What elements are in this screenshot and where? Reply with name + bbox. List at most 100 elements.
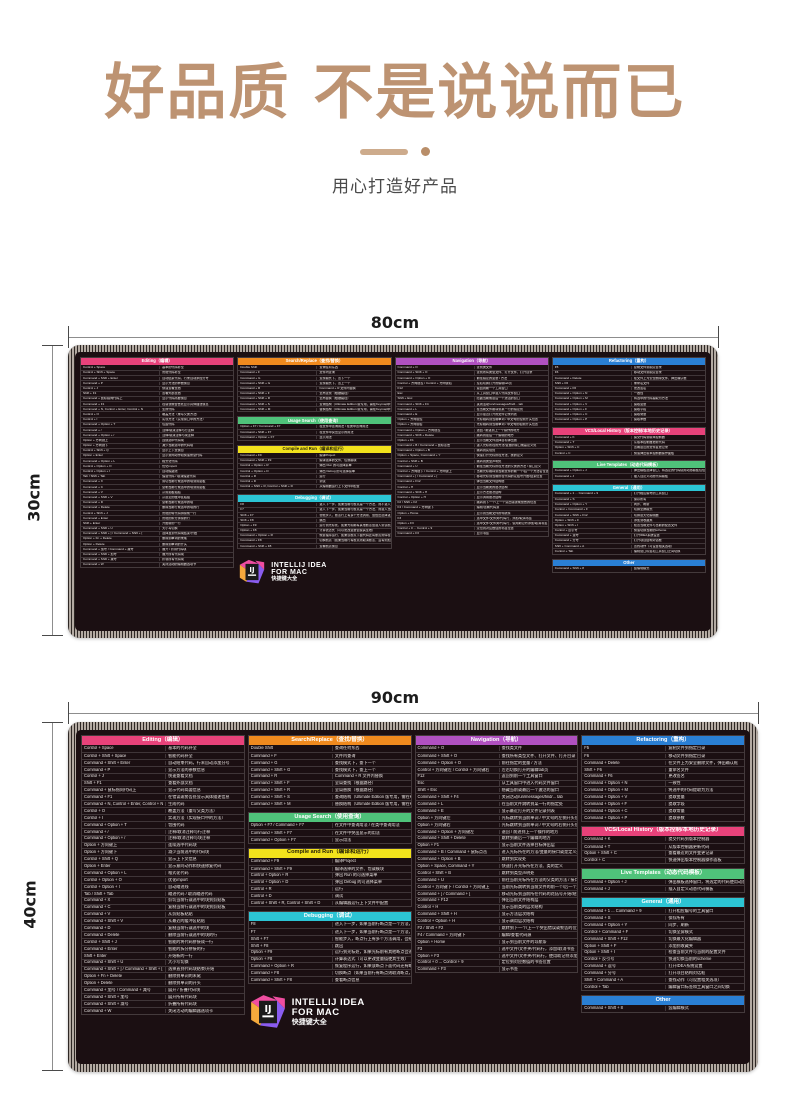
- shortcut-row: Option + Shift + C 查看最近的文件变更记录: [582, 849, 744, 857]
- shortcut-description: 计算表达式（可以更改变量值使其生效）: [319, 529, 376, 533]
- shortcut-row: Control + Shift + Q 显示上下文信息: [81, 447, 234, 453]
- shortcut-description: 在文件中查询用法 / 在类中查询用法: [319, 425, 369, 429]
- shortcut-description: 竖编辑模式: [633, 567, 650, 571]
- shortcut-row: Control + I 实现方法（实现接口中的方法）: [81, 416, 234, 422]
- brand-line-3: 快捷键大全: [291, 1017, 327, 1026]
- shortcut-description: 显示用法: [334, 837, 352, 842]
- shortcut-description: 快速打开光标所在方法、类的定义: [501, 863, 564, 868]
- dimension-height-label-b: 40cm: [20, 880, 40, 929]
- shortcut-keys: Command + F6: [582, 774, 667, 779]
- shortcut-keys: F12: [396, 387, 475, 391]
- shortcut-description: 覆盖方法（重写父类方法）: [162, 412, 200, 416]
- section-rows: Command + O 查找类文件 Command + Shift + O 查找所有类…: [415, 745, 578, 973]
- shortcut-keys: Option + 方向键右: [416, 822, 500, 827]
- shortcut-keys: Command + Shift + G: [249, 767, 333, 772]
- shortcut-description: 复制文件到指定目录: [633, 365, 662, 369]
- shortcut-keys: F4 / Command + 方向键下: [396, 506, 475, 510]
- shortcut-keys: Shift + Esc: [416, 788, 500, 793]
- shortcut-keys: Control + Option + O: [82, 877, 167, 883]
- shortcut-row: Option + F7 / Command + F7 在文件中查询用法 / 在类中…: [238, 424, 390, 429]
- shortcut-description: 同步、刷新: [633, 503, 650, 507]
- shortcut-row: Command + F12 弹出当前文件结构层: [395, 478, 548, 484]
- shortcut-description: 提取常量: [668, 808, 685, 813]
- shortcut-row: Command + F 文件内查询: [238, 369, 391, 375]
- shortcut-description: 查找动作（可设置相关选项）: [633, 544, 675, 548]
- shortcut-keys: Command + Delete: [553, 376, 632, 380]
- shortcut-row: Tab / Shift + Tab 缩进代码 / 取消缩进代码: [81, 473, 234, 479]
- shortcut-row: F2 / Shift + F2 跳转到下一个/上一个突出错误或警告的位置: [395, 499, 548, 505]
- shortcut-row: Command + F3 显示书签: [415, 965, 578, 973]
- shortcut-keys: Command + Option + 方向键左: [416, 829, 500, 834]
- shortcut-keys: Option + 方向键左: [416, 815, 500, 821]
- column-4: Refactoring（重构） F5 复制文件到指定目录 F6 移动文件到指定目录 Co…: [551, 357, 706, 627]
- dimension-width-cap-left-b: [68, 702, 69, 724]
- shortcut-row: Command + Shift + 8 竖编辑模式: [582, 1005, 744, 1012]
- shortcut-row: Command + Shift + F12 切换最大化编辑器: [582, 934, 744, 942]
- shortcut-row: Control + C 快速弹出版本控制器操作面板: [552, 450, 705, 455]
- svg-text:IJ: IJ: [250, 566, 255, 574]
- shortcut-keys: Shift + Command + A: [553, 544, 632, 548]
- shortcut-row: Command + 逗号 打开IDEA系统设置: [552, 532, 705, 538]
- shortcut-row: Command + Shift + O 查找所有类型文件、打开文件、打开目录: [395, 369, 548, 375]
- shortcut-description: 恢复程序运行，如果该断点下面代码还有断点则停在下一个断点上: [319, 534, 391, 538]
- shortcut-description: 提取参数: [633, 418, 647, 422]
- shortcut-keys: Command + X: [82, 898, 167, 903]
- shortcut-row: Command + Shift + Delete 跳转到最后一个编辑的地方: [395, 432, 548, 437]
- mousepad-80x30[interactable]: Editing（编辑） Control + Space 基本的代码补全 Contro…: [68, 345, 718, 638]
- shortcut-description: 打开相应编号的工具窗口: [668, 908, 714, 913]
- brand-text: INTELLIJ IDEA FOR MAC 快捷键大全: [271, 562, 327, 583]
- shortcut-keys: Command + P: [81, 381, 161, 386]
- shortcut-description: 编译选择的文件、包或模块: [319, 459, 357, 463]
- shortcut-description: Command + R 文件内替换: [334, 774, 383, 779]
- shortcut-keys: Command + Shift + M: [238, 407, 318, 411]
- section-debugging: Debugging（调试） F8进入下一步，如果当前行断点是一个方法，则不进入当…: [247, 911, 412, 985]
- shortcut-row: Command + Shift + G 查找模式下，查上一个: [238, 380, 391, 386]
- shortcut-keys: Shift + F7: [249, 936, 333, 941]
- shortcut-description: 弹出 Debug 的可选择菜单: [319, 469, 355, 473]
- shortcut-description: 减少当前选中的代码块: [162, 444, 194, 448]
- shortcut-keys: Command + Shift + 8: [553, 567, 632, 571]
- shortcut-keys: Control + Space: [81, 365, 161, 369]
- shortcut-keys: Esc: [396, 392, 475, 396]
- shortcut-keys: Control + Shift + Space: [82, 753, 167, 759]
- shortcut-keys: Command + L: [416, 801, 500, 807]
- shortcut-description: 删除到单词的末尾: [162, 537, 187, 541]
- shortcut-keys: F5: [553, 365, 632, 369]
- shortcut-keys: Control + I: [81, 418, 161, 422]
- shortcut-row: Command + Shift + 减号 折叠所有代码块: [81, 556, 234, 562]
- shortcut-keys: Command + R: [238, 387, 318, 391]
- shortcut-row: Command + E 显示最近打开的文件记录列表: [415, 807, 578, 814]
- page-title: 好品质 不是说说而已: [104, 58, 686, 128]
- shortcut-row: Command + Shift + F8 查看断点信息: [248, 976, 411, 983]
- shortcut-row: Option + F8 计算表达式（可以更改变量值使其生效）: [238, 527, 391, 533]
- shortcut-keys: Command + 鼠标指向代码上: [81, 397, 161, 401]
- shortcut-description: 打开项目结构对话框: [633, 539, 662, 543]
- shortcut-row: Command + X 剪切当前行或选中的块到剪贴板: [82, 896, 244, 904]
- shortcut-description: 退回 / 前进到上一个操作的地方: [501, 829, 559, 834]
- shortcut-description: 基本的代码补全: [168, 746, 197, 751]
- shortcut-keys: Command + Option + L: [82, 870, 167, 876]
- shortcut-description: 运行到光标处，如果光标前有其他断点会进入到该断点: [319, 523, 391, 527]
- shortcut-description: 从工具窗口中进入代码文件窗口: [476, 392, 520, 396]
- shortcut-row: Command + Shift + ] / Command + Shift + …: [81, 530, 234, 536]
- shortcut-row: Shift + F6 重命名文件: [582, 765, 744, 773]
- shortcut-keys: Control + Command + F: [553, 508, 632, 512]
- shortcut-row: Command + Option + P 提取参数: [552, 416, 705, 422]
- shortcut-keys: Double Shift: [249, 746, 333, 751]
- shortcut-description: 显示当前文件选择目标弹出层: [476, 438, 517, 442]
- shortcut-row: Shift + Enter 开始新的一行: [81, 520, 234, 526]
- section-rows: Double Shift 查询任何东西 Command + F 文件内查询 Comman…: [238, 365, 391, 412]
- shortcut-description: 查看断点信息: [334, 978, 360, 983]
- shortcut-row: Control + O 覆盖方法（重写父类方法）: [82, 807, 244, 814]
- shortcut-row: Command + Shift + 加号 展开所有代码块: [81, 551, 234, 557]
- brand-block: IJ INTELLIJ IDEA FOR MAC 快捷键大全: [248, 990, 412, 1034]
- mousepad-90x40[interactable]: Editing（编辑） Control + Space 基本的代码补全 Contro…: [68, 722, 758, 1072]
- shortcut-keys: Command + G: [238, 376, 318, 380]
- shortcut-description: 查找所有类型文件、打开文件、打开目录: [476, 371, 533, 375]
- shortcut-description: 展开 / 折叠代码块: [162, 547, 187, 551]
- shortcut-keys: Command + 1 ... Command + 9: [582, 908, 667, 913]
- shortcut-description: 缩进代码 / 取消缩进代码: [162, 475, 196, 479]
- shortcut-description: 提取字段: [668, 801, 685, 806]
